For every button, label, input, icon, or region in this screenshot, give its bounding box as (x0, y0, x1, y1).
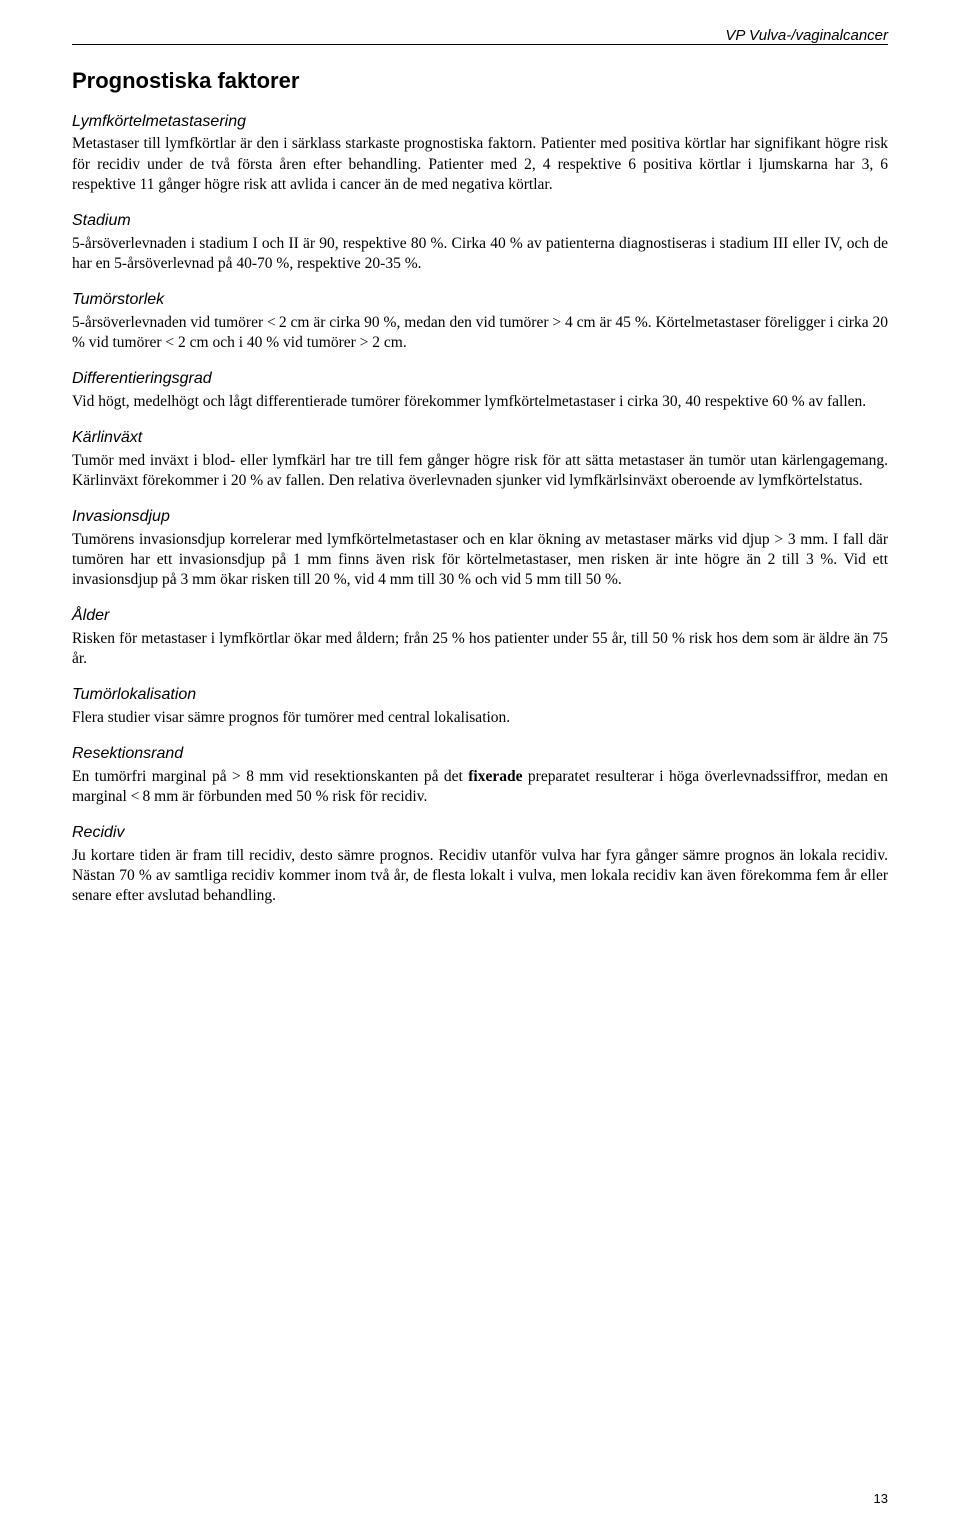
section-body: Tumörens invasionsdjup korrelerar med ly… (72, 530, 888, 590)
page-title: Prognostiska faktorer (72, 67, 888, 96)
section-body: Risken för metastaser i lymfkörtlar ökar… (72, 629, 888, 669)
section-body: Metastaser till lymfkörtlar är den i sär… (72, 134, 888, 194)
section-body: Tumör med inväxt i blod- eller lymfkärl … (72, 451, 888, 491)
section-heading: Tumörstorlek (72, 290, 888, 311)
section-body: Vid högt, medelhögt och lågt differentie… (72, 392, 888, 412)
section-heading: Differentieringsgrad (72, 369, 888, 390)
section-body: Flera studier visar sämre prognos för tu… (72, 708, 888, 728)
section-heading: Tumörlokalisation (72, 685, 888, 706)
section-body: 5-årsöverlevnaden i stadium I och II är … (72, 234, 888, 274)
section-heading: Invasionsdjup (72, 507, 888, 528)
section-heading: Recidiv (72, 823, 888, 844)
page-number: 13 (874, 1491, 888, 1508)
section-heading: Lymfkörtelmetastasering (72, 112, 888, 133)
section-body: En tumörfri marginal på > 8 mm vid resek… (72, 767, 888, 807)
section-heading: Kärlinväxt (72, 428, 888, 449)
document-header: VP Vulva-/vaginalcancer (725, 26, 888, 46)
section-body: 5-årsöverlevnaden vid tumörer < 2 cm är … (72, 313, 888, 353)
sections-container: LymfkörtelmetastaseringMetastaser till l… (72, 112, 888, 907)
section-body: Ju kortare tiden är fram till recidiv, d… (72, 846, 888, 906)
section-heading: Resektionsrand (72, 744, 888, 765)
section-heading: Stadium (72, 211, 888, 232)
section-heading: Ålder (72, 606, 888, 627)
